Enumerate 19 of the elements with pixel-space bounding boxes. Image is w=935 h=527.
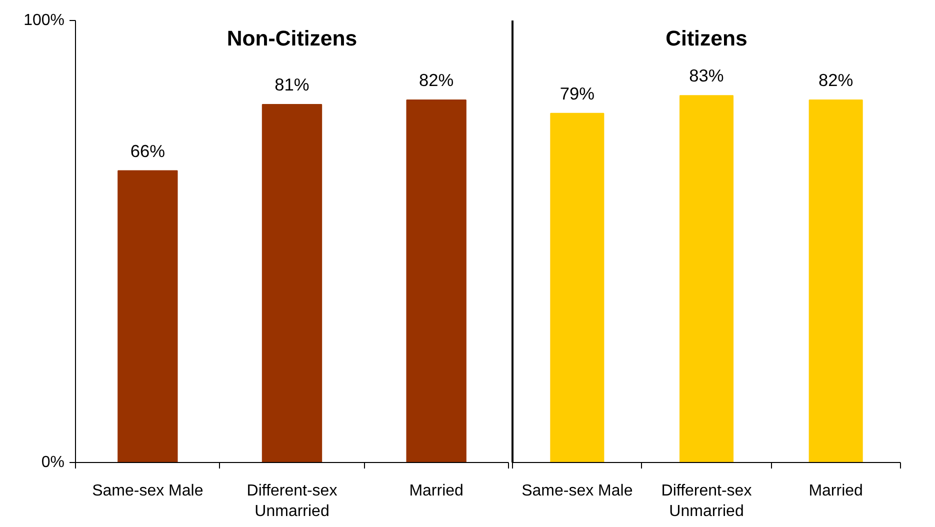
x-tick-label: Different-sex Unmarried (246, 482, 338, 520)
data-label: 81% (274, 74, 310, 94)
data-label: 66% (130, 140, 166, 161)
chart-title: Citizens (666, 26, 748, 50)
x-tick-label: Married (409, 482, 464, 500)
x-tick-label: Same-sex Male (522, 482, 633, 500)
bar (118, 170, 178, 462)
x-tick-label: Married (808, 482, 863, 500)
data-label: 82% (418, 70, 454, 90)
bar (262, 104, 322, 462)
data-label: 83% (689, 66, 724, 86)
bar (406, 100, 466, 462)
data-label: 79% (560, 83, 595, 104)
data-label: 82% (818, 70, 854, 90)
x-tick-label: Same-sex Male (92, 482, 204, 500)
y-tick-label: 100% (24, 12, 64, 29)
x-tick-label: Different-sex Unmarried (661, 482, 752, 520)
y-tick-label: 0% (41, 454, 64, 471)
chart-title: Non-Citizens (226, 26, 358, 50)
